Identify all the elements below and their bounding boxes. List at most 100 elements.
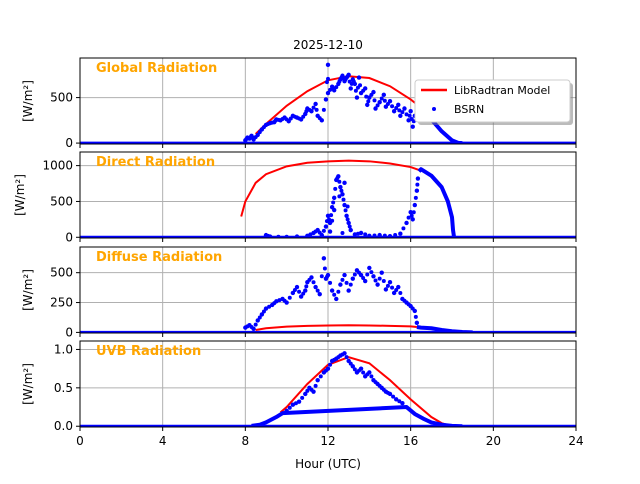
bsrn-point: [354, 95, 360, 100]
legend-bsrn-swatch: [432, 107, 436, 111]
bsrn-point: [409, 213, 414, 218]
bsrn-point: [317, 291, 322, 297]
bsrn-point: [331, 200, 336, 205]
bsrn-point: [280, 116, 285, 121]
bsrn-point: [401, 226, 406, 231]
panel-frame: [79, 57, 577, 145]
bsrn-point: [404, 112, 409, 117]
bsrn-point: [348, 86, 353, 91]
bsrn-point: [327, 217, 332, 222]
bsrn-point: [341, 197, 346, 202]
bsrn-point: [284, 408, 289, 414]
bsrn-point: [287, 295, 292, 300]
y-tick-label: 500: [50, 194, 73, 208]
bsrn-point: [348, 227, 353, 233]
bsrn-point: [377, 276, 382, 281]
plot-area: [80, 351, 576, 427]
bsrn-point: [325, 62, 331, 68]
bsrn-point: [323, 97, 329, 102]
bsrn-point: [292, 114, 297, 119]
panel-title: Diffuse Radiation: [96, 250, 222, 265]
bsrn-point: [379, 270, 384, 275]
bsrn-point: [387, 280, 393, 285]
bsrn-point: [337, 79, 342, 84]
bsrn-point: [382, 233, 387, 238]
bsrn-point: [257, 130, 262, 135]
bsrn-point: [346, 220, 351, 226]
bsrn-point: [290, 290, 296, 296]
legend-box: [414, 79, 571, 123]
bsrn-point: [382, 98, 387, 103]
plot-area: [80, 62, 576, 144]
legend-model-label: LibRadtran Model: [454, 84, 550, 97]
bsrn-point: [284, 234, 289, 238]
bsrn-point: [412, 202, 417, 208]
bsrn-point: [375, 282, 380, 287]
bsrn-point: [398, 113, 403, 118]
bsrn-point: [373, 106, 378, 111]
bsrn-point: [318, 374, 323, 379]
bsrn-point: [414, 188, 420, 193]
bsrn-point: [311, 105, 316, 110]
x-tick-label: 8: [242, 434, 250, 448]
bsrn-point: [407, 113, 412, 118]
bsrn-point: [338, 282, 343, 287]
model-line: [255, 324, 417, 331]
y-axis-label: [W/m²]: [13, 174, 27, 216]
bsrn-point: [358, 230, 364, 236]
bsrn-point: [367, 265, 372, 271]
bsrn-point: [363, 232, 368, 237]
bsrn-point: [344, 213, 349, 218]
bsrn-point: [397, 108, 402, 113]
panel-frame: [79, 340, 577, 428]
bsrn-point: [381, 92, 386, 98]
bsrn-point: [340, 277, 345, 282]
bsrn-point: [344, 355, 349, 360]
bsrn-point: [413, 195, 418, 200]
bsrn-point: [365, 372, 370, 377]
legend-bsrn-label: BSRN: [454, 103, 484, 116]
bsrn-point: [342, 202, 347, 208]
bsrn-point: [284, 117, 289, 122]
bsrn-clear-segment: [416, 325, 473, 333]
bsrn-point: [347, 224, 352, 229]
bsrn-point: [297, 116, 302, 121]
bsrn-point: [319, 274, 324, 279]
bsrn-point: [363, 278, 368, 284]
bsrn-point: [373, 278, 378, 283]
bsrn-point: [325, 213, 331, 218]
bsrn-point: [250, 135, 255, 140]
bsrn-point: [391, 109, 397, 114]
bsrn-point: [344, 280, 349, 285]
bsrn-point: [357, 270, 361, 275]
bsrn-point: [383, 287, 389, 292]
y-tick-label: 500: [50, 266, 73, 280]
bsrn-point: [313, 101, 318, 107]
bsrn-point: [273, 118, 278, 123]
bsrn-point: [340, 192, 345, 197]
y-tick-label: 1.0: [54, 342, 73, 356]
bsrn-point: [272, 301, 277, 306]
bsrn-point: [304, 109, 309, 114]
bsrn-point: [317, 116, 322, 121]
bsrn-point: [406, 118, 411, 123]
bsrn-point: [343, 77, 348, 82]
bsrn-point: [290, 402, 296, 407]
bsrn-point: [365, 272, 370, 277]
bsrn-point: [377, 383, 382, 388]
bsrn-point: [340, 230, 345, 235]
bsrn-point: [321, 256, 327, 261]
bsrn-point: [326, 76, 330, 81]
panel-frame: [79, 246, 577, 334]
bsrn-point: [414, 320, 420, 326]
bsrn-point: [307, 107, 312, 112]
bsrn-clear-segment: [251, 405, 463, 427]
bsrn-point: [321, 107, 326, 112]
bsrn-point: [353, 88, 358, 93]
bsrn-point: [335, 176, 340, 181]
bsrn-point: [313, 229, 318, 234]
y-tick-label: 500: [50, 91, 73, 105]
bsrn-point: [253, 322, 258, 327]
bsrn-point: [313, 284, 318, 290]
